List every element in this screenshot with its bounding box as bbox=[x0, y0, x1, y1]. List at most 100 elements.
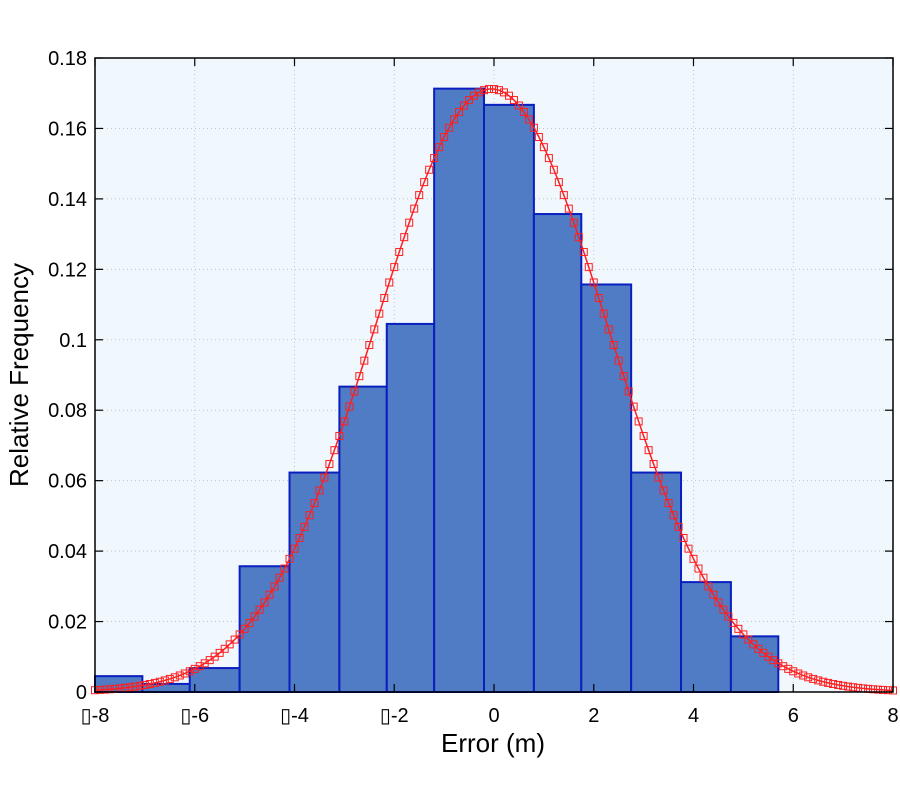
fit-curve-marker bbox=[140, 680, 149, 689]
fit-curve-marker bbox=[834, 680, 843, 689]
fit-curve-marker bbox=[559, 191, 568, 200]
fit-curve-marker bbox=[440, 133, 449, 142]
fit-curve-marker bbox=[220, 644, 229, 653]
fit-curve-marker bbox=[235, 630, 244, 639]
fit-curve-marker bbox=[709, 590, 718, 599]
fit-curve-marker bbox=[250, 612, 259, 621]
fit-curve-marker bbox=[165, 674, 174, 683]
fit-curve-marker bbox=[744, 635, 753, 644]
fit-curve-marker bbox=[305, 511, 314, 520]
x-tick-label: 0 bbox=[488, 705, 499, 727]
fit-curve-marker bbox=[415, 191, 424, 200]
fit-curve-marker bbox=[445, 123, 454, 132]
fit-curve-marker bbox=[95, 685, 104, 694]
fit-curve-marker bbox=[350, 387, 359, 396]
fit-curve-marker bbox=[270, 582, 279, 591]
x-tick-label: 4 bbox=[688, 705, 699, 727]
fit-curve-marker bbox=[739, 630, 748, 639]
fit-curve-marker bbox=[829, 679, 838, 688]
fit-curve-marker bbox=[190, 664, 199, 673]
fit-curve-marker bbox=[160, 676, 169, 685]
fit-curve-marker bbox=[844, 682, 853, 691]
fit-curve-marker bbox=[295, 534, 304, 543]
fit-curve-marker bbox=[240, 624, 249, 633]
y-tick-label: 0.1 bbox=[59, 330, 87, 352]
fit-curve-marker bbox=[839, 681, 848, 690]
histogram-bar bbox=[580, 283, 633, 693]
fit-curve-marker bbox=[275, 573, 284, 582]
fit-curve-marker bbox=[380, 294, 389, 303]
fit-curve-marker bbox=[465, 96, 474, 105]
fit-curve-marker bbox=[594, 294, 603, 303]
fit-curve-marker bbox=[135, 681, 144, 690]
fit-curve-marker bbox=[574, 233, 583, 242]
fit-curve-marker bbox=[320, 473, 329, 482]
histogram-bar bbox=[188, 667, 241, 693]
fit-curve-marker bbox=[719, 605, 728, 614]
fit-curve-marker bbox=[345, 402, 354, 411]
fit-curve-marker bbox=[699, 573, 708, 582]
fit-curve-marker bbox=[265, 590, 274, 599]
fit-curve-marker bbox=[375, 309, 384, 318]
fit-curve-marker bbox=[370, 325, 379, 334]
fit-curve-marker bbox=[654, 473, 663, 482]
y-tick-label: 0.06 bbox=[48, 471, 87, 493]
fit-curve-marker bbox=[619, 372, 628, 381]
histogram-bar bbox=[385, 322, 436, 693]
fit-curve-marker bbox=[549, 165, 558, 174]
fit-curve-marker bbox=[355, 372, 364, 381]
x-tick-label: 6 bbox=[788, 705, 799, 727]
fit-curve-marker bbox=[529, 123, 538, 132]
fit-curve-marker bbox=[579, 247, 588, 256]
fit-curve-marker bbox=[400, 233, 409, 242]
fit-curve-marker bbox=[225, 640, 234, 649]
fit-curve-marker bbox=[524, 115, 533, 124]
fit-curve-marker bbox=[180, 669, 189, 678]
fit-curve-marker bbox=[325, 460, 334, 469]
histogram-bar bbox=[433, 87, 486, 694]
fit-curve-marker bbox=[704, 582, 713, 591]
histogram-bar bbox=[338, 385, 388, 693]
normal-fit-curve bbox=[91, 85, 897, 695]
histogram-bar bbox=[288, 471, 341, 693]
x-tick-label: ▯-6 bbox=[180, 705, 209, 727]
fit-curve-marker bbox=[809, 674, 818, 683]
fit-curve-marker bbox=[480, 86, 489, 95]
fit-curve-marker bbox=[724, 612, 733, 621]
y-tick-label: 0.02 bbox=[48, 612, 87, 634]
fit-curve-marker bbox=[460, 101, 469, 110]
fit-curve-marker bbox=[410, 204, 419, 213]
fit-curve-marker bbox=[260, 598, 269, 607]
fit-curve-marker bbox=[475, 88, 484, 97]
x-tick-label: 8 bbox=[887, 705, 898, 727]
fit-curve-marker bbox=[130, 682, 139, 691]
fit-curve-marker bbox=[150, 678, 159, 687]
fit-curve-marker bbox=[340, 417, 349, 426]
fit-curve-marker bbox=[145, 679, 154, 688]
fit-curve-marker bbox=[450, 115, 459, 124]
fit-curve-marker bbox=[649, 460, 658, 469]
fit-curve-marker bbox=[589, 278, 598, 287]
fit-curve-marker bbox=[569, 218, 578, 227]
x-tick-label: ▯-8 bbox=[81, 705, 110, 727]
fit-curve-marker bbox=[779, 662, 788, 671]
fit-curve-marker bbox=[185, 667, 194, 676]
fit-curve-marker bbox=[534, 133, 543, 142]
fit-curve-marker bbox=[689, 554, 698, 563]
histogram-bar bbox=[238, 565, 291, 693]
fit-curve-marker bbox=[315, 486, 324, 495]
y-tick-label: 0.08 bbox=[48, 400, 87, 422]
fit-curve-marker bbox=[509, 96, 518, 105]
fit-curve-marker bbox=[385, 278, 394, 287]
y-axis-ticks: 0 0.02 0.04 0.06 0.08 0.1 0.12 0.14 0.16 0.18 bbox=[48, 48, 893, 704]
fit-curve-marker bbox=[799, 671, 808, 680]
fit-curve-marker bbox=[125, 683, 134, 692]
fit-curve-marker bbox=[230, 635, 239, 644]
fit-curve-marker bbox=[494, 86, 503, 95]
fit-curve-marker bbox=[604, 325, 613, 334]
fit-curve-marker bbox=[539, 143, 548, 152]
fit-curve-marker bbox=[245, 618, 254, 627]
fit-curve-marker bbox=[824, 678, 833, 687]
histogram-bar bbox=[630, 471, 683, 693]
